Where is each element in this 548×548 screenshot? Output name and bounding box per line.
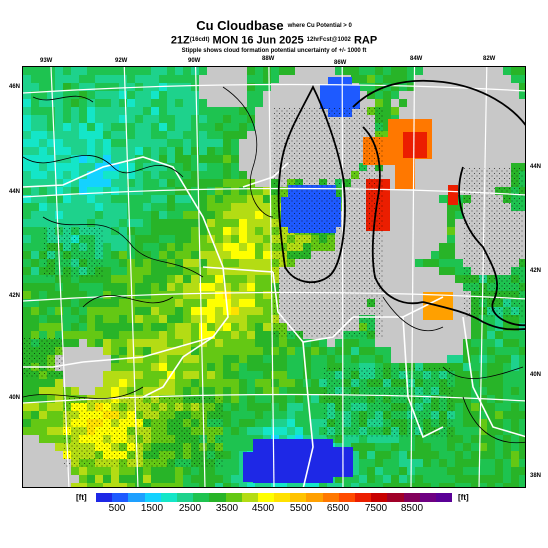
colorbar-swatch bbox=[371, 493, 388, 502]
lake-shore-north bbox=[352, 79, 525, 126]
lon-label-93w: 93W bbox=[40, 58, 53, 64]
colorbar-swatch bbox=[387, 493, 404, 502]
colorbar-swatch bbox=[419, 493, 436, 502]
colorbar-swatch bbox=[209, 493, 226, 502]
state-borders bbox=[23, 156, 525, 487]
colorbar-swatch bbox=[338, 493, 355, 502]
valid-local: (16cdt) bbox=[189, 37, 210, 44]
colorbar-swatch bbox=[322, 493, 339, 502]
model-name: RAP bbox=[353, 34, 378, 47]
colorbar-swatch bbox=[355, 493, 372, 502]
colorbar-swatch bbox=[112, 493, 129, 502]
lat-label-44n: 44N bbox=[9, 189, 21, 195]
lat-label-46n: 46N bbox=[9, 84, 21, 90]
colorbar-tick-label: 2500 bbox=[178, 503, 202, 514]
lat-label-42n: 42N bbox=[9, 293, 21, 299]
colorbar-tick-label: 4500 bbox=[251, 503, 275, 514]
lat-label-right-38n: 38N bbox=[530, 473, 542, 479]
colorbar-swatch bbox=[435, 493, 453, 502]
colorbar-swatch bbox=[160, 493, 177, 502]
lake-huron-shore bbox=[458, 166, 525, 327]
colorbar bbox=[96, 493, 453, 502]
colorbar-tick-label: 8500 bbox=[400, 503, 424, 514]
colorbar-swatch bbox=[290, 493, 307, 502]
title-main: Cu Cloudbase bbox=[196, 18, 284, 33]
lat-label-40n: 40N bbox=[9, 395, 21, 401]
title-main-line: Cu Cloudbase where Cu Potential > 0 bbox=[0, 18, 548, 34]
colorbar-swatch bbox=[128, 493, 145, 502]
lake-michigan-shore bbox=[277, 84, 346, 284]
map-canvas bbox=[23, 67, 525, 487]
lower-michigan-west-shore bbox=[362, 126, 424, 305]
forecast-hour: 12hrFcst@1002 bbox=[306, 37, 351, 44]
colorbar-swatch bbox=[306, 493, 323, 502]
colorbar-unit-right: [ft] bbox=[458, 493, 469, 502]
lake-shorelines bbox=[277, 79, 525, 331]
colorbar-tick-label: 1500 bbox=[140, 503, 164, 514]
map-panel bbox=[22, 66, 526, 488]
lon-label-86w: 86W bbox=[334, 60, 347, 66]
lat-label-right-44n: 44N bbox=[530, 164, 542, 170]
colorbar-swatch bbox=[241, 493, 258, 502]
lat-label-right-42n: 42N bbox=[530, 268, 542, 274]
title-block: Cu Cloudbase where Cu Potential > 0 21Z(1… bbox=[0, 18, 548, 55]
colorbar-swatch bbox=[403, 493, 420, 502]
colorbar-tick-label: 3500 bbox=[215, 503, 239, 514]
colorbar-unit-left: [ft] bbox=[76, 493, 87, 502]
title-note: Stipple shows cloud formation potential … bbox=[181, 48, 367, 55]
title-main-note: where Cu Potential > 0 bbox=[287, 23, 352, 30]
colorbar-tick-label: 6500 bbox=[326, 503, 350, 514]
colorbar-swatch bbox=[257, 493, 275, 502]
lat-label-right-40n: 40N bbox=[530, 372, 542, 378]
valid-time: 21Z bbox=[170, 34, 190, 47]
lon-label-92w: 92W bbox=[115, 58, 128, 64]
darkblue-cells-south bbox=[243, 439, 353, 483]
colorbar-swatch bbox=[176, 493, 194, 502]
lon-label-88w: 88W bbox=[262, 56, 275, 62]
colorbar-tick-label: 5500 bbox=[289, 503, 313, 514]
contour-lines bbox=[23, 86, 525, 444]
colorbar-swatch bbox=[96, 493, 113, 502]
stipple-overlay bbox=[23, 107, 523, 467]
colorbar-tick-label: 7500 bbox=[364, 503, 388, 514]
lon-label-90w: 90W bbox=[188, 58, 201, 64]
colorbar-swatch bbox=[144, 493, 161, 502]
colorbar-swatch bbox=[225, 493, 242, 502]
colorbar-tick-label: 500 bbox=[108, 503, 126, 514]
valid-date: MON 16 Jun 2025 bbox=[212, 34, 304, 47]
colorbar-swatch bbox=[193, 493, 210, 502]
lon-label-82w: 82W bbox=[483, 56, 496, 62]
lon-label-84w: 84W bbox=[410, 56, 423, 62]
colorbar-swatch bbox=[274, 493, 291, 502]
lake-erie-shore bbox=[422, 301, 525, 331]
title-valid-line: 21Z(16cdt) MON 16 Jun 2025 12hrFcst@1002… bbox=[0, 34, 548, 47]
